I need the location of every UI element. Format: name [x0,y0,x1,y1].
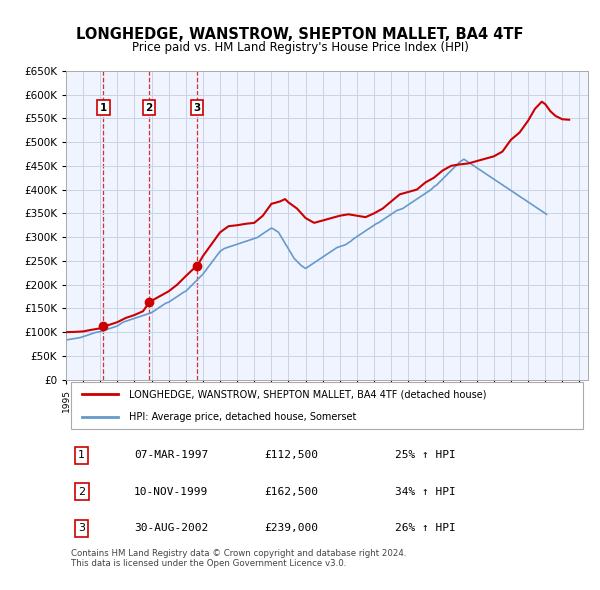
Text: £112,500: £112,500 [265,450,319,460]
Text: 07-MAR-1997: 07-MAR-1997 [134,450,208,460]
Text: 1: 1 [78,450,85,460]
Text: 26% ↑ HPI: 26% ↑ HPI [395,523,455,533]
Text: 34% ↑ HPI: 34% ↑ HPI [395,487,455,497]
Text: 3: 3 [193,103,201,113]
Text: £239,000: £239,000 [265,523,319,533]
Text: 10-NOV-1999: 10-NOV-1999 [134,487,208,497]
FancyBboxPatch shape [71,382,583,428]
Text: 30-AUG-2002: 30-AUG-2002 [134,523,208,533]
Text: 25% ↑ HPI: 25% ↑ HPI [395,450,455,460]
Text: Contains HM Land Registry data © Crown copyright and database right 2024.
This d: Contains HM Land Registry data © Crown c… [71,549,407,568]
Text: LONGHEDGE, WANSTROW, SHEPTON MALLET, BA4 4TF (detached house): LONGHEDGE, WANSTROW, SHEPTON MALLET, BA4… [128,389,486,399]
Text: £162,500: £162,500 [265,487,319,497]
Text: 3: 3 [78,523,85,533]
Text: HPI: Average price, detached house, Somerset: HPI: Average price, detached house, Some… [128,412,356,422]
Text: LONGHEDGE, WANSTROW, SHEPTON MALLET, BA4 4TF: LONGHEDGE, WANSTROW, SHEPTON MALLET, BA4… [76,27,524,41]
Text: 2: 2 [146,103,153,113]
Text: 2: 2 [78,487,85,497]
Text: Price paid vs. HM Land Registry's House Price Index (HPI): Price paid vs. HM Land Registry's House … [131,41,469,54]
Text: 1: 1 [100,103,107,113]
